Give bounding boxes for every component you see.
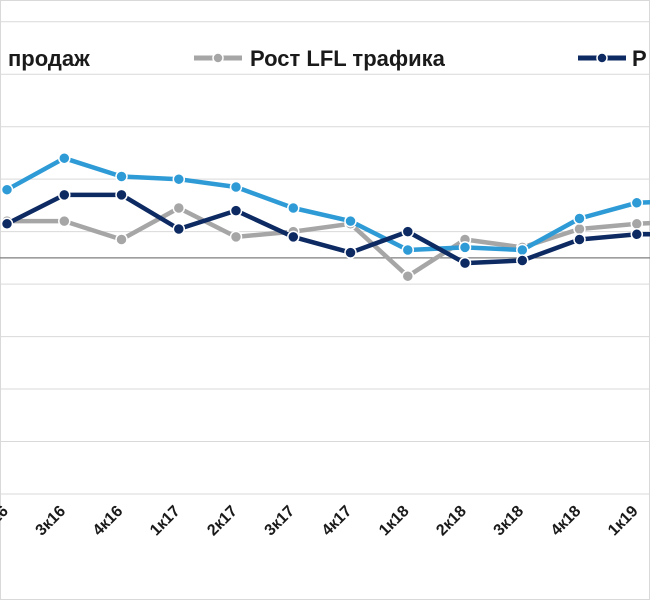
point-0-10	[573, 212, 586, 225]
series-0	[0, 151, 650, 257]
point-0-5	[287, 201, 300, 215]
point-1-4	[229, 230, 243, 244]
point-2-1	[58, 188, 71, 202]
point-1-11	[630, 217, 644, 231]
point-1-2	[115, 233, 128, 246]
point-2-5	[287, 230, 300, 244]
point-0-6	[344, 214, 357, 228]
point-2-11	[630, 228, 644, 241]
series-group	[0, 151, 650, 283]
legend-marker-check	[596, 52, 608, 64]
series-2	[0, 188, 650, 270]
gridlines	[0, 21, 650, 495]
point-1-3	[172, 201, 186, 215]
point-2-7	[401, 225, 415, 238]
legend-label-traffic: Рост LFL трафика	[250, 46, 446, 71]
point-2-6	[344, 246, 357, 259]
legend-label-check: Р	[632, 46, 647, 71]
legend-label-sales: продаж	[8, 46, 90, 71]
point-1-1	[58, 214, 71, 228]
point-1-7	[401, 269, 415, 283]
point-0-0	[0, 183, 14, 196]
point-1-10	[573, 222, 586, 236]
point-2-9	[516, 254, 529, 267]
point-0-8	[458, 241, 472, 254]
point-2-2	[115, 188, 128, 202]
point-2-8	[458, 256, 472, 270]
point-0-1	[58, 151, 71, 165]
point-2-4	[229, 204, 243, 217]
point-0-9	[516, 243, 529, 257]
point-0-4	[229, 180, 243, 194]
legend: продаж Рост LFL трафика Р	[8, 46, 647, 71]
point-2-3	[172, 222, 186, 236]
point-0-7	[401, 243, 415, 257]
point-2-10	[573, 233, 586, 246]
point-0-11	[630, 196, 644, 210]
legend-marker-traffic	[212, 52, 224, 64]
point-0-2	[115, 170, 128, 183]
point-0-3	[172, 172, 186, 186]
point-2-0	[0, 217, 14, 231]
